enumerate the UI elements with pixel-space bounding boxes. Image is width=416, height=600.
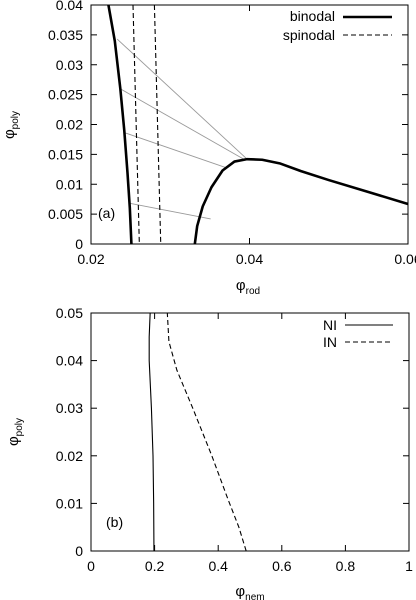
panel-a-ticks: 0.02 0.04 0.06 0 0.005 0.01 0.015 0.02 0.025 0.03… <box>48 0 416 267</box>
panel-b: 0 0.2 0.4 0.6 0.8 100.010.020.030.040.05 (b) … <box>5 305 413 600</box>
panel-b-x-tick-label: 1 <box>405 558 413 574</box>
panel-a-y-axis-label-base: φ <box>1 129 18 139</box>
panel-a-x-axis-label-base: φ <box>236 277 246 294</box>
tie-line <box>129 202 211 220</box>
panel-b-x-axis-label-sub: nem <box>245 592 264 600</box>
panel-b-x-tick-label: 0.4 <box>208 558 228 574</box>
series-spinodal-curve <box>132 4 140 245</box>
panel-a-y-axis-label-sub: poly <box>10 111 21 129</box>
panel-b-plot-frame <box>90 312 410 552</box>
panel-a-y-axis-label: φpoly <box>1 111 21 139</box>
panel-a-y-tick-label: 0.04 <box>56 0 83 13</box>
series-binodal-curve <box>107 4 133 245</box>
panel-a-y-tick-label: 0.015 <box>48 146 83 162</box>
panel-b-x-tick-label: 0.2 <box>145 558 165 574</box>
tie-line <box>116 38 248 160</box>
panel-a: 0.02 0.04 0.06 0 0.005 0.01 0.015 0.02 0.025 0.03… <box>1 0 416 297</box>
panel-a-annotation: (a) <box>98 205 115 221</box>
panel-b-x-axis-label-base: φ <box>235 583 245 600</box>
panel-b-x-tick-label: 0.8 <box>336 558 356 574</box>
panel-b-y-axis-label-sub: poly <box>14 418 25 436</box>
panel-a-x-tick-label: 0.04 <box>236 251 263 267</box>
tie-line <box>124 132 226 168</box>
panel-a-y-tick-label: 0 <box>75 236 83 252</box>
panel-a-y-tick-label: 0.02 <box>56 117 83 133</box>
panel-a-y-tick-label: 0.025 <box>48 87 83 103</box>
panel-b-y-tick-label: 0.02 <box>56 448 83 464</box>
panel-b-y-tick-label: 0.01 <box>56 495 83 511</box>
panel-b-y-tick-label: 0.05 <box>56 305 83 321</box>
panel-a-series <box>107 4 409 245</box>
panel-b-y-axis-label-base: φ <box>5 436 22 446</box>
series-in-curve <box>166 312 247 552</box>
panel-a-x-tick-label: 0.02 <box>77 251 104 267</box>
panel-a-x-tick-label: 0.06 <box>394 251 416 267</box>
panel-b-x-tick-label: 0.6 <box>272 558 292 574</box>
panel-b-legend: NI IN <box>323 317 393 350</box>
panel-a-x-axis-label-sub: rod <box>246 286 260 297</box>
panel-a-y-tick-label: 0.03 <box>56 57 83 73</box>
legend-label-spinodal: spinodal <box>283 27 335 43</box>
tie-line <box>120 88 245 161</box>
panel-b-ticks: 0 0.2 0.4 0.6 0.8 1 0 0.01 0.02 0.03 0.04 0.05 <box>56 305 413 574</box>
panel-a-y-tick-label: 0.01 <box>56 176 83 192</box>
panel-b-y-tick-label: 0.04 <box>56 353 83 369</box>
panel-b-x-tick-label: 0 <box>87 558 95 574</box>
panel-a-x-axis-label: φrod <box>236 277 260 297</box>
panel-a-y-tick-label: 0.005 <box>48 206 83 222</box>
panel-a-plot-frame <box>90 4 409 245</box>
panel-b-y-axis-label: φpoly <box>5 418 25 446</box>
legend-label-in: IN <box>323 334 337 350</box>
panel-b-x-axis-label: φnem <box>235 583 264 600</box>
panel-a-legend: binodal spinodal <box>283 8 392 43</box>
legend-label-ni: NI <box>323 317 337 333</box>
series-binodal-curve <box>193 157 409 245</box>
panel-b-annotation: (b) <box>106 514 123 530</box>
panel-a-y-tick-label: 0.035 <box>48 27 83 43</box>
panel-b-series <box>148 312 247 552</box>
legend-label-binodal: binodal <box>290 8 335 24</box>
series-ni-curve <box>148 312 155 552</box>
panel-b-y-tick-label: 0.03 <box>56 400 83 416</box>
panel-b-y-tick-label: 0 <box>75 543 83 559</box>
